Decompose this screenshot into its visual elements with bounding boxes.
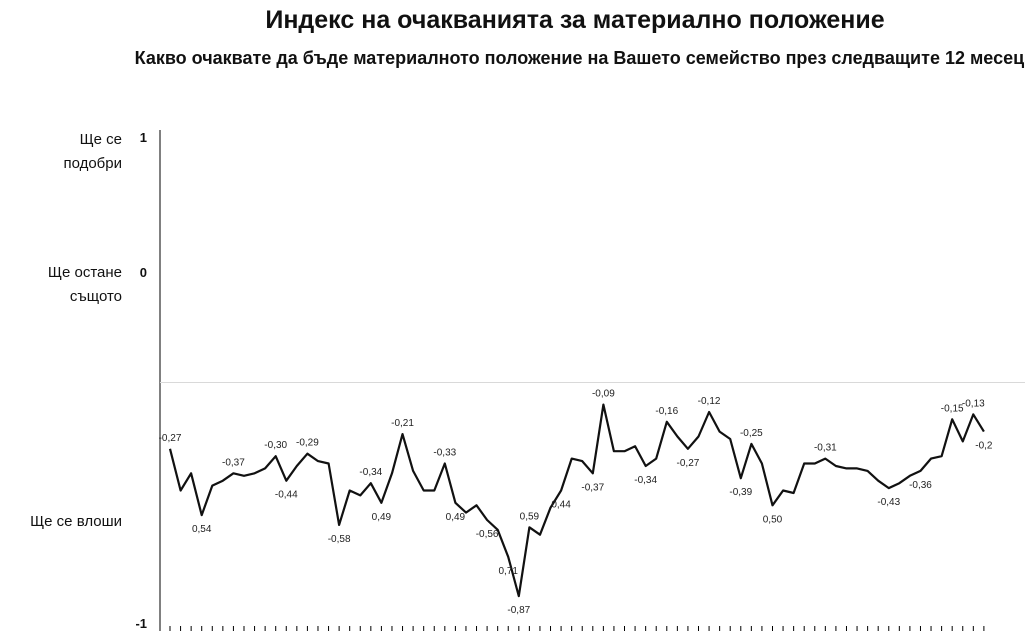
ylabel-better: Ще се подобри (63, 131, 122, 172)
data-label: -0,25 (740, 428, 763, 439)
data-label: -0,33 (433, 448, 456, 459)
data-label: -0,34 (634, 475, 657, 486)
data-label: -0,87 (507, 605, 530, 616)
data-label: -0,21 (391, 418, 414, 429)
data-label: -0,31 (814, 443, 837, 454)
data-label: 0,50 (763, 514, 783, 525)
ylabel-worse: Ще се влоши (30, 513, 122, 530)
chart-subtitle: Какво очаквате да бъде материалното поло… (134, 48, 1025, 68)
data-label: -0,12 (698, 396, 721, 407)
data-label: -0,56 (476, 529, 499, 540)
data-label: -0,44 (275, 490, 298, 501)
data-label: -0,13 (962, 398, 985, 409)
data-label: -0,27 (159, 433, 182, 444)
data-label: -0,09 (592, 389, 615, 400)
data-label: 0,44 (551, 500, 571, 511)
data-label: -0,37 (581, 482, 604, 493)
data-label: 0,71 (499, 566, 519, 577)
data-label: 0,54 (192, 524, 212, 535)
data-label: -0,58 (328, 534, 351, 545)
ylabel-same: Ще остане същото (47, 264, 122, 305)
data-label: -0,37 (222, 457, 245, 468)
data-label: -0,16 (655, 406, 678, 417)
data-label: -0,15 (941, 403, 964, 414)
data-label: 0,59 (520, 511, 540, 522)
y-tick-label-2: -1 (135, 616, 147, 631)
data-label: -0,27 (677, 458, 700, 469)
data-label: -0,43 (877, 497, 900, 508)
y-tick-label-0: 1 (140, 130, 147, 145)
data-label: -0,2 (975, 441, 993, 452)
data-label: -0,29 (296, 438, 319, 449)
data-label: -0,39 (729, 487, 752, 498)
chart-title: Индекс на очакванията за материално поло… (265, 6, 885, 34)
series-line (168, 403, 985, 598)
data-label: 0,49 (446, 512, 466, 523)
y-tick-label-1: 0 (140, 265, 147, 280)
data-label: -0,34 (359, 467, 382, 478)
data-label: 0,49 (372, 512, 392, 523)
data-label: -0,30 (264, 440, 287, 451)
data-label: -0,36 (909, 480, 932, 491)
